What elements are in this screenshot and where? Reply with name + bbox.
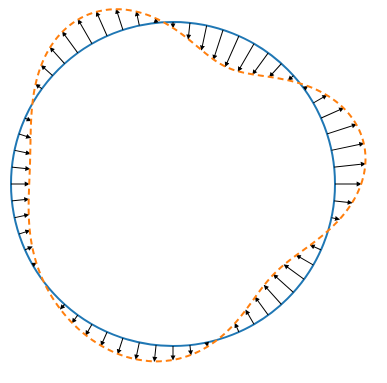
displacement-arrow xyxy=(116,337,124,355)
displacement-arrow xyxy=(326,123,357,135)
displacement-arrow xyxy=(273,274,294,293)
displacement-arrow xyxy=(263,284,282,305)
displacement-arrow xyxy=(35,83,43,90)
displacement-arrow xyxy=(134,342,140,360)
displacement-arrow xyxy=(295,254,314,266)
displacement-arrow xyxy=(212,29,224,60)
displacement-arrow xyxy=(320,107,345,119)
displacement-arrow xyxy=(95,11,108,37)
displacement-arrow xyxy=(188,345,193,356)
displacement-arrows xyxy=(11,8,366,362)
displacement-arrow xyxy=(18,133,32,139)
displacement-arrow xyxy=(331,141,365,151)
displacement-arrow xyxy=(252,52,269,75)
displacement-arrow xyxy=(77,19,93,44)
displacement-arrow xyxy=(234,322,240,333)
displacement-arrow xyxy=(100,331,108,347)
displacement-arrow xyxy=(331,216,340,221)
displacement-arrow xyxy=(85,324,93,336)
displacement-arrow xyxy=(269,63,282,78)
displacement-arrow xyxy=(49,47,65,64)
displacement-arrow xyxy=(24,116,32,122)
displacement-arrow xyxy=(134,11,140,26)
displacement-arrow xyxy=(199,25,208,51)
displacement-arrow xyxy=(334,161,366,168)
displacement-arrow xyxy=(334,199,353,205)
reference-circle xyxy=(10,21,336,347)
displacement-arrow xyxy=(40,64,53,76)
displacement-arrow xyxy=(115,8,124,31)
displacement-arrow xyxy=(283,264,305,280)
displacement-arrow xyxy=(152,345,158,362)
displacement-arrow xyxy=(309,244,322,251)
displacement-arrow xyxy=(14,213,30,219)
displacement-arrow xyxy=(254,296,269,316)
displacement-arrow xyxy=(186,22,192,40)
displacement-arrow xyxy=(71,314,79,324)
displacement-arrow xyxy=(11,197,30,203)
deformed-curve xyxy=(27,8,367,363)
displacement-arrow xyxy=(224,35,240,67)
displacement-arrow xyxy=(24,246,33,251)
displacement-arrow xyxy=(59,304,66,310)
displacement-arrow xyxy=(237,43,255,72)
displacement-arrow xyxy=(18,229,31,235)
displacement-arrow xyxy=(14,149,31,156)
displacement-arrow xyxy=(245,309,255,325)
displacement-arrow xyxy=(61,31,79,54)
displacement-arrow xyxy=(11,165,31,171)
displacement-arrow xyxy=(313,94,328,104)
